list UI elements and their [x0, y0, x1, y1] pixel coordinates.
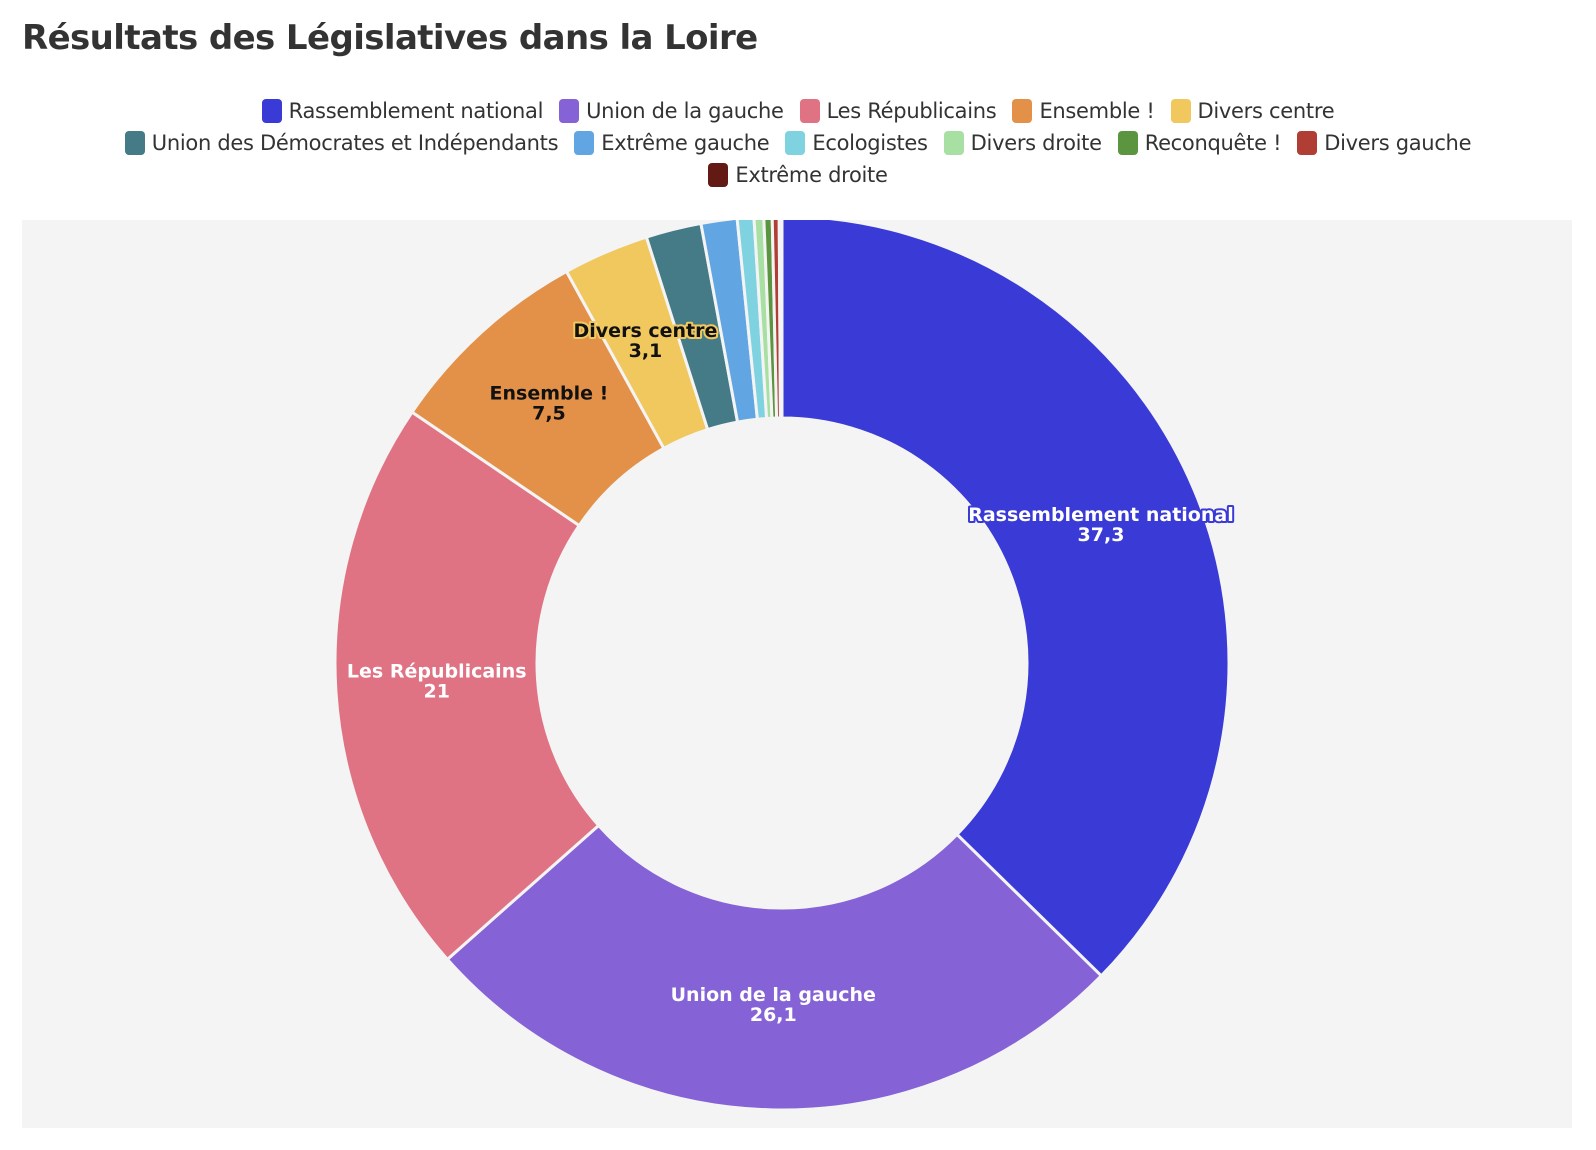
donut-slice[interactable]	[780, 220, 1231, 978]
legend-label: Rassemblement national	[288, 99, 544, 123]
donut-slice[interactable]	[445, 823, 1103, 1112]
legend-swatch	[708, 163, 729, 187]
slice-label-value: 7,5	[532, 402, 566, 424]
slice-label: Ensemble !7,5	[488, 380, 611, 426]
legend-label: Union des Démocrates et Indépendants	[151, 131, 559, 155]
legend-label: Ecologistes	[812, 131, 928, 155]
legend-item[interactable]: Union de la gauche	[559, 99, 784, 123]
donut-slice[interactable]	[777, 220, 784, 420]
legend-item[interactable]: Divers gauche	[1297, 131, 1472, 155]
legend-swatch	[785, 131, 806, 155]
legend-label: Reconquête !	[1144, 131, 1282, 155]
legend-label: Extrême gauche	[601, 131, 770, 155]
legend-swatch	[559, 99, 580, 123]
legend-swatch	[124, 131, 145, 155]
slice-label-name: Rassemblement national	[968, 504, 1234, 526]
slice-label-name: Les Républicains	[347, 660, 527, 682]
legend-swatch	[943, 131, 964, 155]
slice-label-value: 26,1	[750, 1004, 797, 1026]
legend-row: Union des Démocrates et Indépendants Extr…	[0, 127, 1596, 159]
legend-swatch	[799, 99, 820, 123]
legend-label: Union de la gauche	[586, 99, 784, 123]
slice-label-name: Union de la gauche	[671, 984, 876, 1006]
legend-item[interactable]: Les Républicains	[799, 99, 997, 123]
legend-swatch	[1117, 131, 1138, 155]
legend-label: Divers gauche	[1324, 131, 1472, 155]
legend-row: Extrême droite	[0, 159, 1596, 191]
legend-item[interactable]: Reconquête !	[1117, 131, 1282, 155]
legend-swatch	[261, 99, 282, 123]
legend-item[interactable]: Extrême gauche	[574, 131, 770, 155]
legend-item[interactable]: Ecologistes	[785, 131, 928, 155]
legend-label: Ensemble !	[1039, 99, 1155, 123]
legend-row: Rassemblement national Union de la gauche…	[0, 95, 1596, 127]
slice-label-name: Ensemble !	[490, 382, 609, 404]
slice-label-value: 21	[423, 680, 449, 702]
legend-item[interactable]: Divers centre	[1170, 99, 1335, 123]
legend-item[interactable]: Ensemble !	[1012, 99, 1155, 123]
legend-swatch	[1012, 99, 1033, 123]
legend-label: Extrême droite	[735, 163, 888, 187]
slice-label-value: 37,3	[1078, 524, 1125, 546]
slice-label-name: Divers centre	[574, 320, 718, 342]
legend-label: Les Républicains	[826, 99, 997, 123]
legend-item[interactable]: Extrême droite	[708, 163, 888, 187]
legend-label: Divers droite	[970, 131, 1102, 155]
legend: Rassemblement national Union de la gauche…	[0, 95, 1596, 191]
legend-item[interactable]: Union des Démocrates et Indépendants	[124, 131, 559, 155]
legend-swatch	[1170, 99, 1191, 123]
legend-label: Divers centre	[1197, 99, 1335, 123]
legend-item[interactable]: Rassemblement national	[261, 99, 544, 123]
donut-slice[interactable]	[333, 410, 601, 961]
legend-swatch	[574, 131, 595, 155]
chart-title: Résultats des Législatives dans la Loire	[22, 18, 758, 58]
legend-item[interactable]: Divers droite	[943, 131, 1102, 155]
legend-swatch	[1297, 131, 1318, 155]
slice-label-value: 3,1	[629, 340, 663, 362]
